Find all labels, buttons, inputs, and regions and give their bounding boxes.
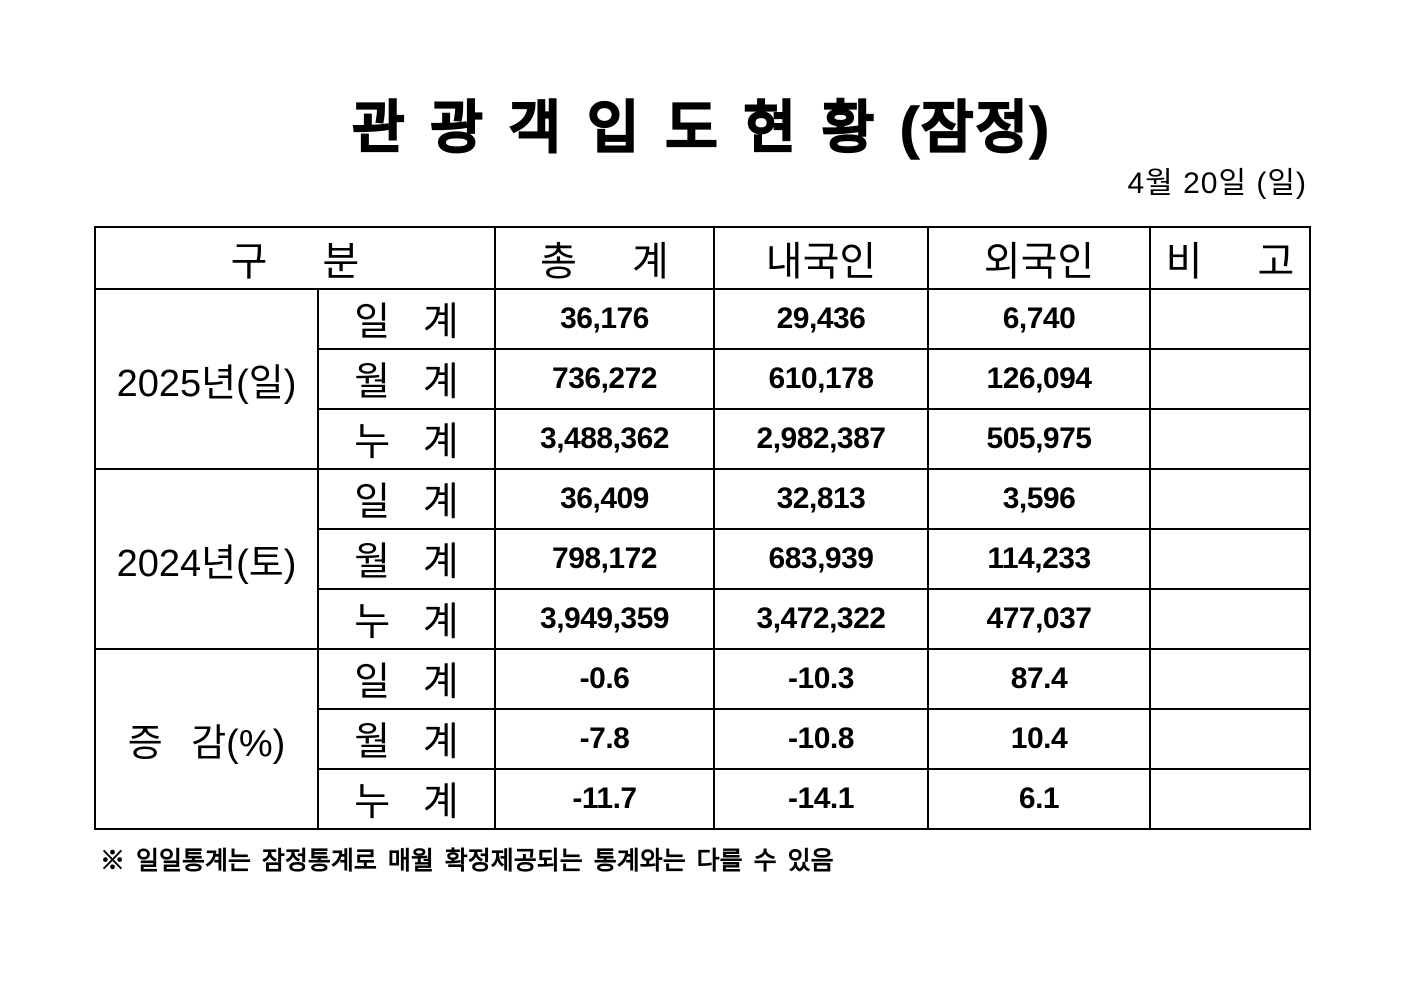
row-label: 누 계 — [317, 768, 496, 831]
column-header-foreign: 외국인 — [927, 226, 1151, 291]
row-label: 월 계 — [317, 708, 496, 771]
foreign-value: 6.1 — [927, 768, 1151, 831]
table-row: 누 계 -11.7 -14.1 6.1 — [95, 768, 1311, 831]
domestic-value: 683,939 — [713, 528, 929, 591]
row-label: 일 계 — [317, 468, 496, 531]
row-label: 월 계 — [317, 528, 496, 591]
total-value: -7.8 — [494, 708, 715, 771]
foreign-value: 114,233 — [927, 528, 1151, 591]
table-row: 월 계 -7.8 -10.8 10.4 — [95, 708, 1311, 771]
remarks-cell — [1149, 708, 1311, 771]
remarks-cell — [1149, 288, 1311, 351]
report-date: 4월 20일 (일) — [1127, 167, 1307, 201]
domestic-value: 32,813 — [713, 468, 929, 531]
table-row: 월 계 798,172 683,939 114,233 — [95, 528, 1311, 591]
domestic-value: 2,982,387 — [713, 408, 929, 471]
remarks-cell — [1149, 348, 1311, 411]
foreign-value: 87.4 — [927, 648, 1151, 711]
remarks-cell — [1149, 408, 1311, 471]
foreign-value: 477,037 — [927, 588, 1151, 651]
table-header-row: 구 분 총 계 내국인 외국인 비 고 — [94, 226, 1311, 291]
domestic-value: -10.3 — [713, 648, 929, 711]
total-value: -0.6 — [494, 648, 715, 711]
table-row: 2024년(토) 일 계 36,409 32,813 3,596 — [94, 468, 1311, 651]
column-header-remarks: 비 고 — [1149, 226, 1311, 291]
total-value: 36,409 — [494, 468, 715, 531]
domestic-value: -14.1 — [713, 768, 929, 831]
total-value: 798,172 — [494, 528, 715, 591]
year-group-label: 증 감(%) — [94, 648, 319, 831]
column-header-domestic: 내국인 — [713, 226, 929, 291]
foreign-value: 505,975 — [927, 408, 1151, 471]
column-header-category: 구 분 — [94, 226, 496, 291]
table-row: 누 계 3,488,362 2,982,387 505,975 — [95, 408, 1311, 471]
page-title: 관 광 객 입 도 현 황 (잠정) — [351, 95, 1051, 161]
remarks-cell — [1149, 468, 1311, 531]
year-group-label: 2024년(토) — [94, 468, 319, 651]
table-row: 월 계 736,272 610,178 126,094 — [95, 348, 1311, 411]
footnote: ※ 일일통계는 잠정통계로 매월 확정제공되는 통계와는 다를 수 있음 — [100, 847, 834, 876]
row-label: 월 계 — [317, 348, 496, 411]
row-label: 누 계 — [317, 408, 496, 471]
total-value: -11.7 — [494, 768, 715, 831]
total-value: 736,272 — [494, 348, 715, 411]
domestic-value: 29,436 — [713, 288, 929, 351]
year-group-label: 2025년(일) — [94, 288, 319, 471]
foreign-value: 126,094 — [927, 348, 1151, 411]
remarks-cell — [1149, 588, 1311, 651]
foreign-value: 3,596 — [927, 468, 1151, 531]
domestic-value: -10.8 — [713, 708, 929, 771]
total-value: 3,949,359 — [494, 588, 715, 651]
column-header-total: 총 계 — [494, 226, 715, 291]
document-page: 관 광 객 입 도 현 황 (잠정) 4월 20일 (일) 구 분 총 계 내국… — [94, 94, 1311, 877]
stats-table: 구 분 총 계 내국인 외국인 비 고 2025년(일) 일 계 36,176 … — [94, 226, 1311, 831]
row-label: 누 계 — [317, 588, 496, 651]
remarks-cell — [1149, 528, 1311, 591]
row-label: 일 계 — [317, 648, 496, 711]
domestic-value: 610,178 — [713, 348, 929, 411]
remarks-cell — [1149, 648, 1311, 711]
table-row: 2025년(일) 일 계 36,176 29,436 6,740 — [94, 288, 1311, 471]
row-label: 일 계 — [317, 288, 496, 351]
domestic-value: 3,472,322 — [713, 588, 929, 651]
table-row: 증 감(%) 일 계 -0.6 -10.3 87.4 — [94, 648, 1311, 831]
foreign-value: 6,740 — [927, 288, 1151, 351]
remarks-cell — [1149, 768, 1311, 831]
foreign-value: 10.4 — [927, 708, 1151, 771]
table-row: 누 계 3,949,359 3,472,322 477,037 — [95, 588, 1311, 651]
total-value: 3,488,362 — [494, 408, 715, 471]
total-value: 36,176 — [494, 288, 715, 351]
